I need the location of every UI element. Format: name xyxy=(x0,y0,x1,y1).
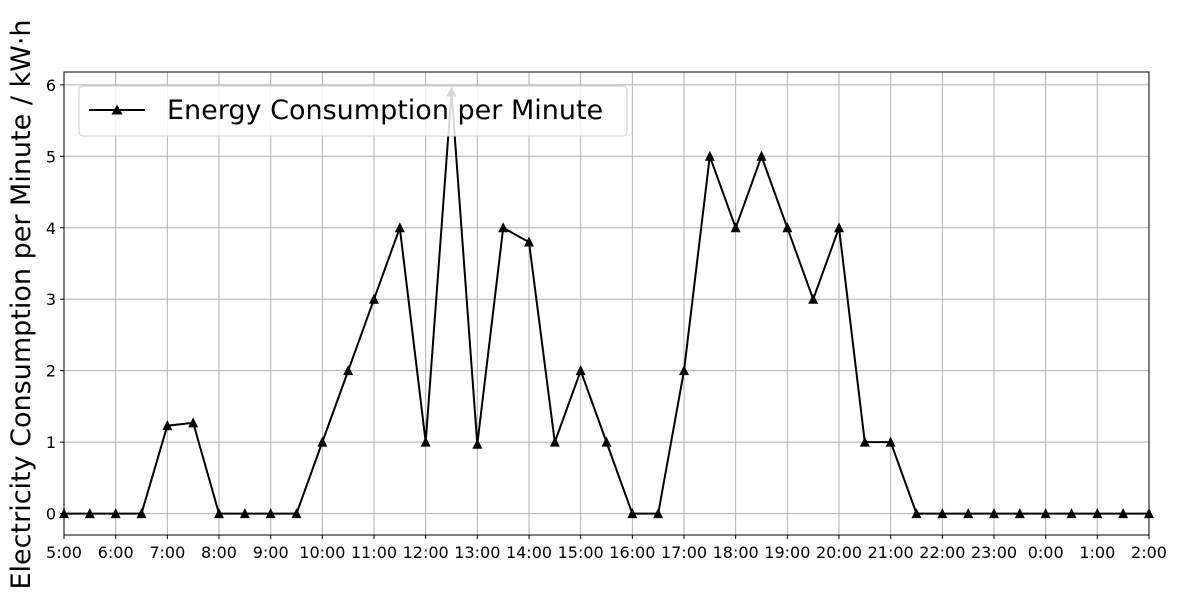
data-point-marker xyxy=(885,436,896,447)
data-point-marker xyxy=(1066,508,1077,519)
data-point-marker xyxy=(1118,508,1129,519)
data-point-marker xyxy=(730,222,741,233)
x-tick-label: 12:00 xyxy=(403,543,449,562)
x-tick-label: 1:00 xyxy=(1079,543,1115,562)
x-tick-label: 18:00 xyxy=(713,543,759,562)
x-tick-label: 19:00 xyxy=(764,543,810,562)
data-point-marker xyxy=(369,293,379,304)
x-tick-label: 10:00 xyxy=(299,543,345,562)
x-tick-label: 11:00 xyxy=(351,543,397,562)
x-tick-label: 13:00 xyxy=(454,543,500,562)
data-point-marker xyxy=(239,508,250,519)
data-point-marker xyxy=(524,236,534,247)
data-point-marker xyxy=(859,436,870,447)
x-tick-label: 5:00 xyxy=(46,543,82,562)
x-tick-label: 23:00 xyxy=(971,543,1017,562)
x-tick-label: 8:00 xyxy=(201,543,237,562)
data-point-marker xyxy=(989,508,999,519)
x-tick-label: 20:00 xyxy=(816,543,862,562)
data-point-marker xyxy=(188,417,199,428)
x-tick-label: 14:00 xyxy=(506,543,552,562)
legend-entry-label: Energy Consumption per Minute xyxy=(167,95,603,126)
data-point-marker xyxy=(704,150,715,161)
plot-area-frame xyxy=(63,71,1150,536)
x-tick-label: 0:00 xyxy=(1028,543,1064,562)
data-point-marker xyxy=(834,222,844,233)
y-tick-label: 1 xyxy=(46,433,56,452)
data-point-marker xyxy=(472,438,483,449)
data-point-marker xyxy=(756,150,767,161)
legend-marker-triangle xyxy=(111,104,123,115)
data-point-marker xyxy=(214,508,224,519)
data-point-marker xyxy=(679,365,689,376)
data-point-marker xyxy=(498,222,509,233)
data-point-marker xyxy=(549,436,560,447)
grid-lines xyxy=(63,72,1150,535)
x-tick-label: 9:00 xyxy=(253,543,289,562)
data-point-marker xyxy=(963,508,974,519)
data-point-marker xyxy=(1014,508,1025,519)
data-point-marker xyxy=(808,293,819,304)
x-tick-label: 2:00 xyxy=(1131,543,1167,562)
data-point-marker xyxy=(110,508,121,519)
x-axis: 5:00 6:00 7:00 8:00 9:00 10:00 11:00 12:00 13:00… xyxy=(46,535,1167,562)
y-tick-label: 5 xyxy=(46,147,56,166)
series-layer xyxy=(59,86,1154,519)
data-point-marker xyxy=(343,365,354,376)
data-point-marker xyxy=(782,222,793,233)
data-point-marker xyxy=(911,508,922,519)
data-point-marker xyxy=(84,508,95,519)
data-point-marker xyxy=(1040,508,1051,519)
y-tick-label: 3 xyxy=(46,290,56,309)
x-tick-label: 15:00 xyxy=(558,543,604,562)
y-tick-label: 4 xyxy=(46,219,56,238)
data-point-marker xyxy=(317,436,328,447)
x-tick-label: 6:00 xyxy=(98,543,134,562)
data-point-marker xyxy=(653,508,664,519)
legend: Energy Consumption per Minute xyxy=(78,85,628,137)
y-axis-label: Electricity Consumption per Minute / kW·… xyxy=(6,19,37,589)
data-point-marker xyxy=(601,436,612,447)
data-point-marker xyxy=(420,436,431,447)
data-point-marker xyxy=(937,508,948,519)
x-tick-label: 7:00 xyxy=(149,543,185,562)
x-tick-label: 22:00 xyxy=(919,543,965,562)
data-point-marker xyxy=(291,508,302,519)
y-axis: 0 1 2 3 4 5 6 xyxy=(46,76,64,524)
data-point-marker xyxy=(136,508,147,519)
data-point-marker xyxy=(394,222,405,233)
data-point-marker xyxy=(575,365,586,376)
data-point-marker xyxy=(162,420,173,431)
x-tick-label: 17:00 xyxy=(661,543,707,562)
data-point-marker xyxy=(627,508,638,519)
data-point-marker xyxy=(265,508,276,519)
legend-box xyxy=(78,85,628,137)
y-tick-label: 6 xyxy=(46,76,56,95)
x-tick-label: 21:00 xyxy=(868,543,914,562)
series-line xyxy=(64,91,1149,515)
x-tick-label: 16:00 xyxy=(609,543,655,562)
y-tick-label: 2 xyxy=(46,362,56,381)
data-point-marker xyxy=(1092,508,1103,519)
y-tick-label: 0 xyxy=(46,505,56,524)
